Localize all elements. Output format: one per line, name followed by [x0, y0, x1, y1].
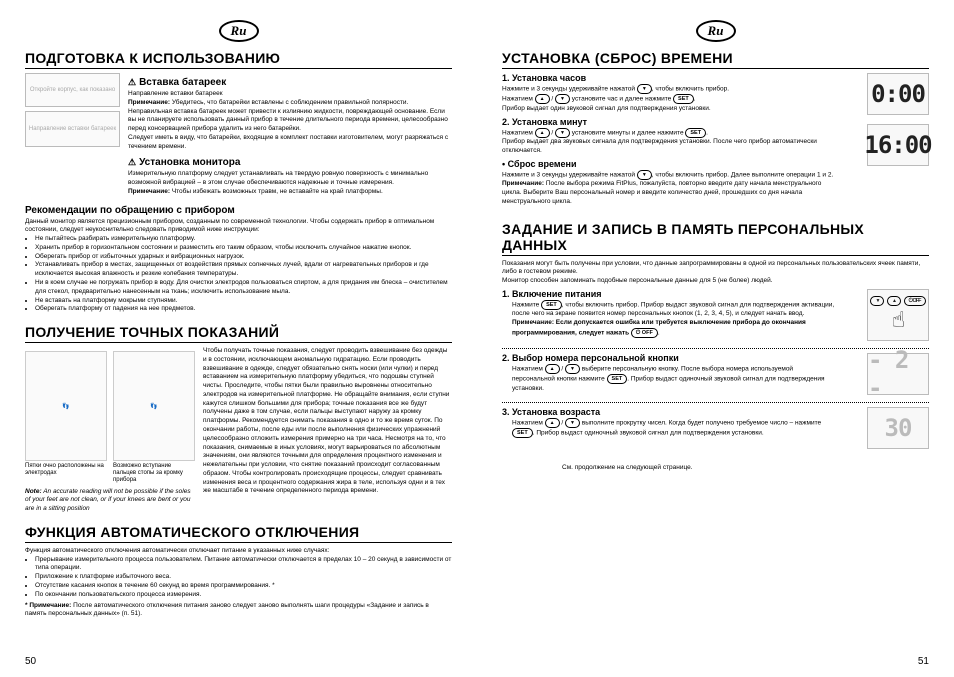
pd-step3-block: 30 3. Установка возраста Нажатием / выпо…: [502, 407, 929, 452]
time-block: 0:00 16:00 1. Установка часов Нажмите и …: [502, 73, 929, 207]
pd1-p: Нажмите SET, чтобы включить прибор. Приб…: [502, 300, 837, 319]
install-note: Примечание: Чтобы избежать возможных тра…: [128, 188, 452, 197]
battery-text: Вставка батареек Направление вставки бат…: [128, 73, 452, 197]
step-hours: 1. Установка часов: [502, 73, 837, 83]
battery-extra: Следует иметь в виду, что батарейки, вхо…: [128, 134, 452, 152]
sub-insert-batteries: Вставка батареек: [128, 77, 452, 88]
heading-preparation: ПОДГОТОВКА К ИСПОЛЬЗОВАНИЮ: [25, 50, 452, 69]
lcd-personal-2: - 2 -: [867, 353, 929, 395]
lcd-finger: ⏻ OFF ☝: [867, 289, 929, 341]
rec-li: Не вставать на платформу мокрыми ступням…: [35, 297, 452, 306]
up-button: [545, 364, 560, 374]
s1-line3: Прибор выдает один звуковой сигнал для п…: [502, 105, 837, 114]
step-minutes: 2. Установка минут: [502, 117, 837, 127]
battery-note: Примечание: Убедитесь, что батарейки вст…: [128, 99, 452, 134]
up-button: [545, 418, 560, 428]
ru-badge: Ru: [25, 20, 452, 42]
rec-li: Ни в коем случае не погружать прибор в в…: [35, 279, 452, 297]
sr-note: Примечание: После выбора режима FitPlus,…: [502, 180, 837, 206]
auto-li: По окончании пользовательского процесса …: [35, 591, 452, 600]
down-button: [565, 364, 580, 374]
pd-step2-block: - 2 - 2. Выбор номера персональной кнопк…: [502, 353, 929, 398]
lcd-time-16: 16:00: [867, 124, 929, 166]
pd-step2: 2. Выбор номера персональной кнопки: [502, 353, 837, 363]
lcd-age-30: 30: [867, 407, 929, 449]
rec-li: Не пытайтесь разбирать измерительную пла…: [35, 235, 452, 244]
up-button: [535, 128, 550, 138]
accurate-row: 👣 Пятки очно расположены на электродах 👣…: [25, 347, 452, 514]
rec-li: Хранить прибор в горизонтальном состояни…: [35, 244, 452, 253]
ru-badge: Ru: [502, 20, 929, 42]
accurate-text: Чтобы получать точные показания, следует…: [203, 347, 452, 514]
rec-li: Оберегать платформу от падения на нее пр…: [35, 305, 452, 314]
install-p1: Измерительную платформу следует устанавл…: [128, 170, 452, 188]
s2-line2: Прибор выдает два звуковых сигнала для п…: [502, 138, 837, 156]
foot-illustrations: 👣 Пятки очно расположены на электродах 👣…: [25, 347, 195, 514]
auto-li: Прерывание измерительного процесса польз…: [35, 556, 452, 574]
set-button: SET: [673, 94, 694, 104]
s1-line2: Нажатием / установите час и далее нажмит…: [502, 94, 837, 104]
pd-step1: 1. Включение питания: [502, 289, 837, 299]
set-button: SET: [541, 300, 562, 310]
set-button: SET: [607, 374, 628, 384]
set-button: SET: [512, 428, 533, 438]
pd-intro2: Монитор способен запоминать подобные пер…: [502, 277, 929, 286]
sr-line1: Нажмите и 3 секунды удерживайте нажатой …: [502, 170, 837, 180]
up-button: [887, 296, 901, 306]
down-button: [870, 296, 884, 306]
heading-set-time: УСТАНОВКА (СБРОС) ВРЕМЕНИ: [502, 50, 929, 69]
heading-accurate-readings: ПОЛУЧЕНИЕ ТОЧНЫХ ПОКАЗАНИЙ: [25, 324, 452, 343]
continued-note: См. продолжение на следующей странице.: [502, 464, 929, 473]
battery-illustrations: Откройте корпус, как показано Направлени…: [25, 73, 120, 197]
step-reset: • Сброс времени: [502, 159, 837, 169]
footprint-correct: 👣: [25, 351, 107, 461]
battery-row: Откройте корпус, как показано Направлени…: [25, 73, 452, 197]
battery-direction-label: Направление вставки батареек: [128, 90, 452, 99]
lcd-time-0: 0:00: [867, 73, 929, 115]
heading-auto-off: ФУНКЦИЯ АВТОМАТИЧЕСКОГО ОТКЛЮЧЕНИЯ: [25, 524, 452, 543]
accurate-p: Чтобы получать точные показания, следует…: [203, 347, 452, 496]
pd1-note: Примечание: Если допускается ошибка или …: [502, 319, 837, 338]
s2-line1: Нажатием / установите минуты и далее наж…: [502, 128, 837, 138]
down-button: [637, 170, 652, 180]
page-number-left: 50: [25, 656, 36, 667]
off-button: ⏻ OFF: [631, 328, 658, 338]
rec-li: Устанавливать прибор в местах, защищенны…: [35, 261, 452, 279]
page-left: Ru ПОДГОТОВКА К ИСПОЛЬЗОВАНИЮ Откройте к…: [0, 0, 477, 677]
dotted-separator: [502, 402, 929, 403]
sub-install-monitor: Установка монитора: [128, 157, 452, 168]
auto-intro: Функция автоматического отключения автом…: [25, 547, 452, 556]
foot-cap2: Возможно вступание пальцев стопы за кром…: [113, 463, 195, 485]
pd-step1-block: ⏻ OFF ☝ 1. Включение питания Нажмите SET…: [502, 289, 929, 344]
rec-intro: Данный монитор является прецизионным при…: [25, 218, 452, 236]
auto-li: Отсутствие касания кнопок в течение 60 с…: [35, 582, 452, 591]
auto-star-note: * Примечание: После автоматического откл…: [25, 602, 452, 620]
battery-direction-illustration: Направление вставки батареек: [25, 111, 120, 147]
pd-step3: 3. Установка возраста: [502, 407, 837, 417]
dotted-separator: [502, 348, 929, 349]
foot-cap1: Пятки очно расположены на электродах: [25, 463, 107, 477]
auto-li: Приложение к платформе избыточного веса.: [35, 573, 452, 582]
down-button: [565, 418, 580, 428]
open-case-illustration: Откройте корпус, как показано: [25, 73, 120, 107]
footprint-overhang: 👣: [113, 351, 195, 461]
auto-list: Прерывание измерительного процесса польз…: [35, 556, 452, 600]
note-english: Note: An accurate reading will not be po…: [25, 488, 195, 514]
s1-line1: Нажмите и 3 секунды удерживайте нажатой …: [502, 84, 837, 94]
page-right: Ru УСТАНОВКА (СБРОС) ВРЕМЕНИ 0:00 16:00 …: [477, 0, 954, 677]
sub-recommendations: Рекомендации по обращению с прибором: [25, 205, 452, 216]
pd-intro1: Показания могут быть получены при услови…: [502, 260, 929, 278]
down-button: [555, 128, 570, 138]
page-number-right: 51: [918, 656, 929, 667]
set-button: SET: [685, 128, 706, 138]
down-button: [555, 94, 570, 104]
pd2-p: Нажатием / выберите персональную кнопку.…: [502, 364, 837, 394]
down-button: [637, 84, 652, 94]
up-button: [535, 94, 550, 104]
rec-list: Не пытайтесь разбирать измерительную пла…: [35, 235, 452, 314]
heading-personal-data: ЗАДАНИЕ И ЗАПИСЬ В ПАМЯТЬ ПЕРСОНАЛЬНЫХ Д…: [502, 221, 929, 256]
off-button: ⏻ OFF: [904, 296, 926, 306]
pd3-p: Нажатием / выполните прокрутку чисел. Ко…: [502, 418, 837, 439]
